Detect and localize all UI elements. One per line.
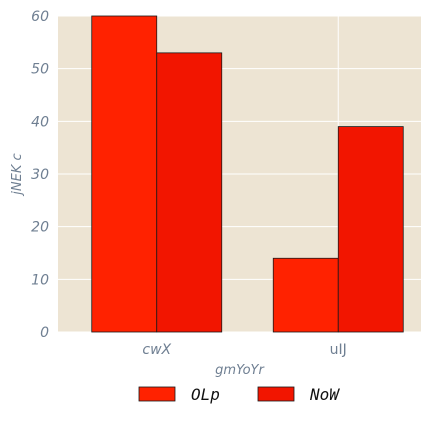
y-tick-label: 20 <box>31 220 49 236</box>
y-tick-label: 30 <box>31 167 49 183</box>
y-tick-labels: 0 10 20 30 40 50 60 <box>31 9 49 341</box>
legend-swatch-OLp <box>138 386 176 402</box>
bar-NoW-cwX <box>156 52 223 333</box>
x-tick-labels: cwX uIJ <box>142 342 346 358</box>
legend: OLp NoW <box>138 385 340 404</box>
x-tick-label: uIJ <box>330 342 347 358</box>
bar-OLp-cwX <box>91 15 158 333</box>
legend-swatch-NoW <box>257 386 295 402</box>
y-tick-label: 40 <box>31 114 49 130</box>
bar-OLp-uIJ <box>272 257 339 333</box>
y-tick-label: 0 <box>40 325 49 341</box>
legend-label-NoW: NoW <box>309 385 340 404</box>
bar-NoW-uIJ <box>337 126 404 333</box>
y-tick-label: 10 <box>31 272 49 288</box>
bars <box>91 15 404 333</box>
x-axis-title: gmYoYr <box>215 363 265 378</box>
x-tick-label: cwX <box>142 342 171 358</box>
legend-label-OLp: OLp <box>191 385 220 404</box>
y-axis-title: jNEK c <box>10 153 25 196</box>
y-tick-label: 60 <box>31 9 49 25</box>
y-tick-label: 50 <box>31 62 49 78</box>
